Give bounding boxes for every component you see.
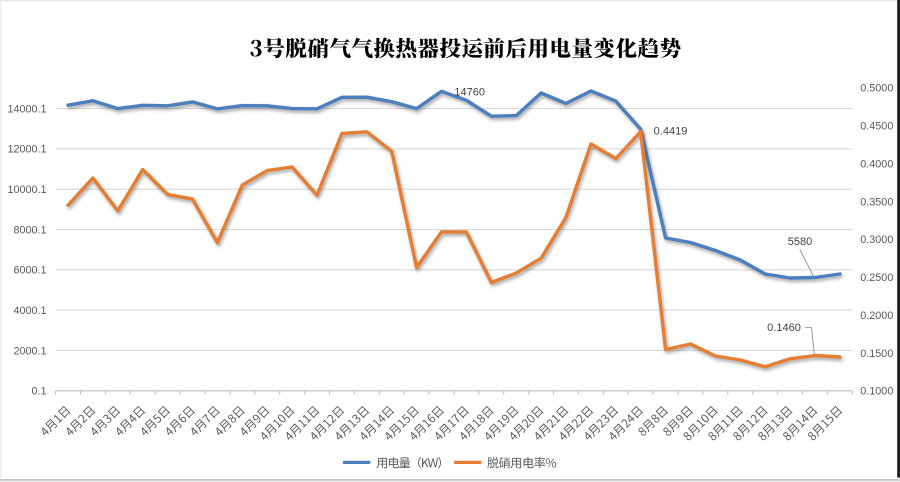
svg-text:0.1460: 0.1460 (767, 322, 801, 334)
svg-text:0.4419: 0.4419 (654, 125, 688, 137)
svg-text:0.3500: 0.3500 (860, 196, 893, 208)
svg-text:0.2500: 0.2500 (860, 272, 893, 284)
svg-text:5580: 5580 (788, 236, 812, 248)
svg-text:0.1: 0.1 (31, 386, 46, 398)
svg-text:0.1000: 0.1000 (860, 386, 893, 398)
svg-text:12000.1: 12000.1 (7, 144, 46, 156)
svg-text:0.4000: 0.4000 (860, 158, 893, 170)
svg-text:0.2000: 0.2000 (860, 310, 893, 322)
svg-text:10000.1: 10000.1 (7, 184, 46, 196)
svg-text:14000.1: 14000.1 (7, 103, 46, 115)
svg-text:4000.1: 4000.1 (13, 305, 46, 317)
svg-text:6000.1: 6000.1 (13, 265, 46, 277)
svg-text:8000.1: 8000.1 (13, 224, 46, 236)
svg-text:14760: 14760 (454, 86, 485, 98)
svg-text:2000.1: 2000.1 (13, 345, 46, 357)
svg-text:0.3000: 0.3000 (860, 234, 893, 246)
svg-text:0.4500: 0.4500 (860, 121, 893, 133)
svg-text:0.1500: 0.1500 (860, 348, 893, 360)
svg-text:0.5000: 0.5000 (860, 83, 893, 95)
